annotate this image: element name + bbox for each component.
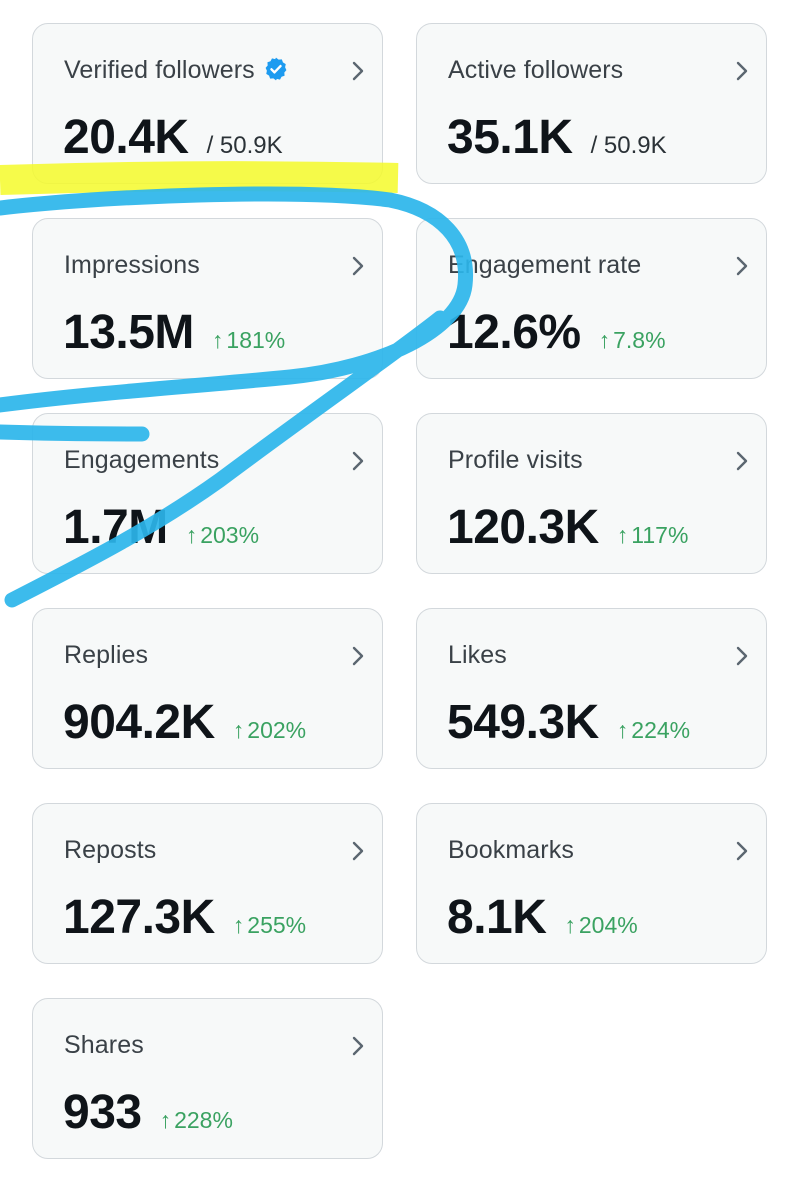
card-label: Engagements [64, 446, 220, 474]
card-total: / 50.9K [206, 132, 283, 159]
card-value: 8.1K [447, 891, 547, 944]
chevron-right-icon[interactable] [732, 645, 752, 667]
card-label: Bookmarks [448, 836, 574, 864]
card-impressions[interactable]: Impressions 13.5M ↑ 181% [32, 218, 383, 379]
chevron-right-icon[interactable] [732, 60, 752, 82]
card-value: 904.2K [63, 696, 215, 749]
up-arrow-icon: ↑ [185, 522, 198, 548]
chevron-right-icon[interactable] [348, 450, 368, 472]
card-engagement-rate[interactable]: Engagement rate 12.6% ↑ 7.8% [416, 218, 767, 379]
card-value: 20.4K [63, 111, 189, 164]
change-indicator: ↑ 255% [232, 912, 307, 938]
card-value: 933 [63, 1086, 142, 1139]
card-likes[interactable]: Likes 549.3K ↑ 224% [416, 608, 767, 769]
chevron-right-icon[interactable] [732, 255, 752, 277]
card-verified-followers[interactable]: Verified followers 20.4K / 50.9K [32, 23, 383, 184]
change-indicator: ↑ 7.8% [598, 327, 666, 353]
card-value: 549.3K [447, 696, 599, 749]
card-engagements[interactable]: Engagements 1.7M ↑ 203% [32, 413, 383, 574]
up-arrow-icon: ↑ [232, 717, 245, 743]
up-arrow-icon: ↑ [616, 717, 629, 743]
chevron-right-icon[interactable] [348, 840, 368, 862]
verified-badge-icon [265, 57, 287, 81]
chevron-right-icon[interactable] [348, 645, 368, 667]
card-value: 12.6% [447, 306, 581, 359]
card-value: 35.1K [447, 111, 573, 164]
change-indicator: ↑ 202% [232, 717, 307, 743]
card-active-followers[interactable]: Active followers 35.1K / 50.9K [416, 23, 767, 184]
card-value: 1.7M [63, 501, 168, 554]
up-arrow-icon: ↑ [232, 912, 245, 938]
card-bookmarks[interactable]: Bookmarks 8.1K ↑ 204% [416, 803, 767, 964]
change-indicator: ↑ 181% [211, 327, 286, 353]
card-label: Replies [64, 641, 149, 669]
card-total: / 50.9K [590, 132, 667, 159]
card-profile-visits[interactable]: Profile visits 120.3K ↑ 117% [416, 413, 767, 574]
card-shares[interactable]: Shares 933 ↑ 228% [32, 998, 383, 1159]
card-replies[interactable]: Replies 904.2K ↑ 202% [32, 608, 383, 769]
chevron-right-icon[interactable] [348, 1035, 368, 1057]
chevron-right-icon[interactable] [732, 840, 752, 862]
card-label: Profile visits [448, 446, 583, 474]
card-label: Reposts [64, 836, 157, 864]
card-label: Impressions [64, 251, 200, 279]
chevron-right-icon[interactable] [348, 255, 368, 277]
card-label: Verified followers [64, 56, 289, 85]
change-indicator: ↑ 204% [564, 912, 638, 938]
card-label: Engagement rate [448, 251, 642, 279]
card-label: Shares [64, 1031, 144, 1059]
up-arrow-icon: ↑ [159, 1107, 172, 1133]
card-reposts[interactable]: Reposts 127.3K ↑ 255% [32, 803, 383, 964]
card-value: 127.3K [63, 891, 215, 944]
up-arrow-icon: ↑ [598, 327, 611, 353]
chevron-right-icon[interactable] [732, 450, 752, 472]
change-indicator: ↑ 117% [616, 522, 689, 548]
change-indicator: ↑ 228% [159, 1107, 233, 1133]
chevron-right-icon[interactable] [348, 60, 368, 82]
card-label: Likes [448, 641, 507, 669]
up-arrow-icon: ↑ [211, 327, 224, 353]
card-value: 120.3K [447, 501, 599, 554]
card-label: Active followers [448, 56, 624, 84]
up-arrow-icon: ↑ [564, 912, 576, 938]
change-indicator: ↑ 203% [185, 522, 260, 548]
up-arrow-icon: ↑ [616, 522, 629, 548]
change-indicator: ↑ 224% [616, 717, 691, 743]
card-value: 13.5M [63, 306, 194, 359]
